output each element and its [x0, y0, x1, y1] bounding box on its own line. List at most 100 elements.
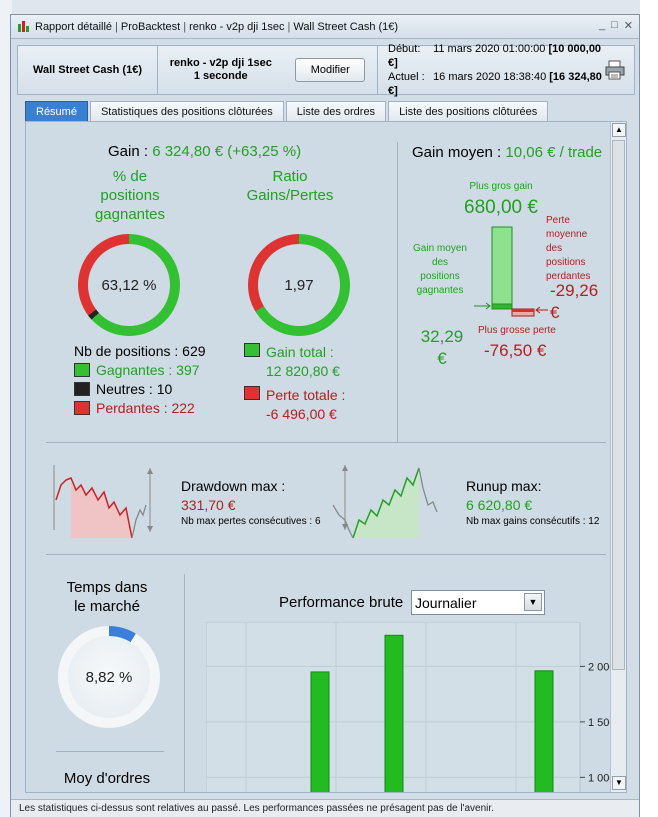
section-divider-3	[56, 751, 164, 752]
y-tick-label: 2 000	[588, 661, 616, 673]
win-rate-donut: 63,12 %	[78, 234, 180, 336]
biggest-loss-label: Plus grosse perte	[478, 325, 556, 336]
gain-total-swatch	[244, 343, 260, 357]
losing-swatch	[74, 401, 90, 415]
performance-bar	[384, 634, 404, 792]
gain-line: Gain : 6 324,80 € (+63,25 %)	[108, 143, 301, 160]
positions-count: Nb de positions : 629	[74, 343, 206, 359]
biggest-gain-bar	[491, 226, 513, 310]
chevron-down-icon[interactable]: ▼	[524, 593, 542, 611]
scroll-down-icon[interactable]: ▼	[612, 776, 626, 790]
loss-total-swatch	[244, 386, 260, 400]
tab-bar: Résumé Statistiques des positions clôtur…	[25, 101, 549, 121]
gain-label: Gain :	[108, 143, 149, 160]
moy-ordres-title: Moy d'ordres	[63, 770, 151, 787]
runup-sparkline	[332, 465, 438, 539]
gain-total-label: Gain total :	[266, 344, 334, 360]
avg-winning-value: 32,29 €	[420, 327, 464, 368]
report-header: Wall Street Cash (1€) renko - v2p dji 1s…	[17, 42, 635, 98]
time-in-market-donut: 8,82 %	[58, 626, 160, 728]
desktop-right-strip	[640, 0, 658, 817]
title-bar: Rapport détaillé | ProBacktest | renko -…	[11, 15, 639, 39]
modify-button[interactable]: Modifier	[295, 58, 366, 82]
tab-closed-positions-list[interactable]: Liste des positions clôturées	[388, 101, 549, 121]
time-in-market-value: 8,82 %	[68, 636, 150, 718]
section-divider-vertical-2	[184, 574, 185, 792]
neutral-count: Neutres : 10	[96, 381, 173, 397]
win-rate-value: 63,12 %	[88, 244, 170, 326]
current-date: 16 mars 2020 18:38:40	[433, 71, 547, 83]
runup-value: 6 620,80 €	[466, 497, 533, 513]
gain-loss-bar-diagram	[474, 226, 548, 317]
avg-gain-value: 10,06 € / trade	[505, 144, 603, 161]
account-name: Wall Street Cash (1€)	[18, 46, 158, 94]
report-window: Rapport détaillé | ProBacktest | renko -…	[10, 14, 640, 817]
ratio-donut: 1,97	[248, 234, 350, 336]
performance-bar	[534, 670, 554, 792]
runup-sub: Nb max gains consécutifs : 12	[466, 516, 600, 527]
performance-chart: 1 000 1 500 2 000	[206, 622, 616, 792]
avg-gain-line: Gain moyen : 10,06 € / trade	[412, 144, 602, 161]
period-select-value: Journalier	[415, 594, 477, 611]
summary-panel: Gain : 6 324,80 € (+63,25 %) % de positi…	[25, 121, 627, 793]
gain-total-value: 12 820,80 €	[266, 363, 340, 379]
drawdown-sparkline	[53, 465, 153, 539]
ratio-value: 1,97	[258, 244, 340, 326]
avg-losing-label: Perte moyenne des positions perdantes	[546, 215, 591, 282]
runup-label: Runup max:	[466, 478, 542, 494]
drawdown-value: 331,70 €	[181, 497, 236, 513]
scroll-thumb[interactable]	[612, 140, 625, 670]
date-range: Début: 11 mars 2020 01:00:00 [10 000,00 …	[378, 42, 604, 98]
ratio-title: Ratio Gains/Pertes	[246, 168, 334, 204]
start-capital: [10 000,00 €]	[388, 43, 602, 69]
win-rate-title: % de positions gagnantes	[94, 168, 166, 223]
winning-count: Gagnantes : 397	[96, 362, 200, 378]
desktop-left-strip	[0, 0, 12, 817]
y-tick-label: 1 500	[588, 717, 616, 729]
avg-losing-value: -29,26 €	[550, 281, 599, 322]
minimize-icon[interactable]: _	[599, 19, 606, 31]
drawdown-sub: Nb max pertes consécutives : 6	[181, 516, 321, 527]
losing-count: Perdantes : 222	[96, 400, 195, 416]
section-divider-vertical	[397, 142, 398, 442]
performance-bar	[310, 671, 330, 792]
avg-gain-label: Gain moyen :	[412, 144, 502, 161]
print-icon[interactable]	[604, 59, 626, 81]
title-part-3: renko - v2p dji 1sec	[189, 20, 285, 33]
current-label: Actuel :	[388, 71, 425, 83]
start-date: 11 mars 2020 01:00:00	[433, 43, 546, 55]
loss-total-value: -6 496,00 €	[266, 406, 337, 422]
maximize-icon[interactable]: □	[611, 19, 618, 31]
current-capital: [16 324,80 €]	[388, 71, 602, 97]
winning-swatch	[74, 363, 90, 377]
avg-loss-bar	[512, 309, 534, 312]
strategy-name: renko - v2p dji 1sec	[169, 57, 272, 69]
tab-closed-position-stats[interactable]: Statistiques des positions clôturées	[89, 101, 284, 121]
tab-order-list[interactable]: Liste des ordres	[285, 101, 387, 121]
avg-gain-bar	[491, 303, 513, 310]
performance-title: Performance brute	[279, 594, 404, 611]
strategy-timeframe: 1 seconde	[193, 70, 248, 82]
y-tick-label: 1 000	[588, 772, 616, 784]
period-select[interactable]: Journalier ▼	[411, 590, 545, 615]
app-chart-icon	[17, 20, 31, 34]
section-divider-2	[46, 554, 606, 555]
time-in-market-title: Temps dans le marché	[66, 579, 148, 615]
gain-value: 6 324,80 € (+63,25 %)	[152, 143, 302, 160]
title-part-1: Rapport détaillé	[35, 20, 113, 33]
loss-total-label: Perte totale :	[266, 387, 346, 403]
section-divider-1	[46, 442, 606, 443]
scroll-up-icon[interactable]: ▲	[612, 123, 626, 137]
tab-summary[interactable]: Résumé	[25, 101, 88, 121]
start-label: Début:	[388, 43, 421, 55]
biggest-gain-value: 680,00 €	[464, 197, 538, 218]
title-part-4: Wall Street Cash (1€)	[293, 20, 399, 33]
avg-winning-label: Gain moyen des positions gagnantes	[413, 243, 467, 296]
vertical-scrollbar[interactable]: ▲ ▼	[610, 122, 626, 792]
neutral-swatch	[74, 382, 90, 396]
disclaimer-footer: Les statistiques ci-dessus sont relative…	[11, 799, 639, 817]
biggest-gain-label: Plus gros gain	[469, 181, 533, 192]
close-icon[interactable]: ✕	[623, 20, 633, 32]
title-part-2: ProBacktest	[120, 20, 181, 33]
biggest-loss-value: -76,50 €	[484, 341, 547, 360]
